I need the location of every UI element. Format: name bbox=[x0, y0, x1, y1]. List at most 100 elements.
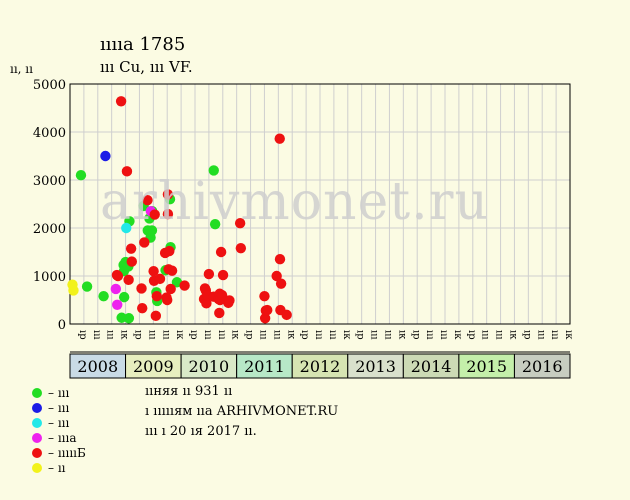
data-point bbox=[274, 133, 285, 144]
year-label: 2011 bbox=[244, 357, 285, 376]
data-point bbox=[81, 281, 93, 292]
data-point bbox=[112, 299, 123, 310]
legend-label: – ıı bbox=[48, 461, 66, 475]
y-tick-label: 0 bbox=[58, 318, 66, 333]
quarter-label: ıp bbox=[133, 330, 144, 340]
data-point bbox=[214, 307, 225, 319]
year-band bbox=[402, 353, 460, 379]
data-point bbox=[164, 245, 175, 257]
quarter-label: ıp bbox=[355, 330, 366, 340]
data-point bbox=[166, 265, 178, 276]
quarter-label: ıк bbox=[508, 330, 519, 340]
year-label: 2015 bbox=[466, 357, 507, 376]
quarter-label: ııı bbox=[105, 330, 116, 340]
data-point bbox=[98, 290, 109, 302]
quarter-label: ııı bbox=[369, 330, 380, 340]
year-label: 2013 bbox=[355, 357, 396, 376]
year-band bbox=[458, 353, 515, 379]
data-point bbox=[162, 294, 173, 306]
quarter-label: ııı bbox=[146, 330, 157, 340]
quarter-label: ıк bbox=[452, 330, 463, 340]
legend-dot-icon bbox=[32, 463, 42, 473]
chart-title: ııııa 1785 bbox=[100, 34, 186, 55]
data-point bbox=[136, 283, 147, 294]
data-point bbox=[203, 268, 215, 280]
data-point bbox=[115, 96, 127, 107]
quarter-label: ıp bbox=[77, 330, 88, 340]
year-label: 2012 bbox=[300, 357, 341, 376]
quarter-label: ıк bbox=[285, 330, 296, 340]
year-band bbox=[180, 353, 238, 379]
quarter-label: ıp bbox=[188, 330, 199, 340]
year-band bbox=[125, 353, 182, 379]
data-point bbox=[75, 170, 87, 181]
quarter-label: ııı bbox=[535, 330, 546, 340]
quarter-label: ıк bbox=[396, 330, 407, 340]
year-band bbox=[291, 353, 349, 379]
data-point bbox=[150, 310, 162, 322]
data-point bbox=[100, 150, 111, 162]
data-point bbox=[139, 237, 150, 248]
data-point bbox=[126, 256, 138, 267]
quarter-label: ıк bbox=[174, 330, 185, 340]
data-point bbox=[146, 225, 158, 236]
y-tick-label: 1000 bbox=[33, 270, 66, 285]
data-point bbox=[201, 298, 212, 309]
data-point bbox=[110, 283, 122, 295]
legend-dot-icon bbox=[32, 418, 42, 428]
data-point bbox=[165, 283, 176, 295]
data-point bbox=[216, 290, 228, 301]
legend-item: – ııı bbox=[32, 401, 69, 415]
quarter-label: ııı bbox=[258, 330, 269, 340]
quarter-label: ıк bbox=[563, 330, 574, 340]
legend-item: – ıı bbox=[32, 461, 66, 475]
quarter-label: ııı bbox=[494, 330, 505, 340]
quarter-label: ııı bbox=[424, 330, 435, 340]
quarter-label: ıк bbox=[341, 330, 352, 340]
note-source: ı ıııııям ııa ARHIVMONET.RU bbox=[145, 404, 339, 419]
data-point bbox=[123, 313, 135, 324]
quarter-label: ııı bbox=[313, 330, 324, 340]
quarter-label: ıp bbox=[521, 330, 532, 340]
quarter-label: ıp bbox=[299, 330, 310, 340]
data-point bbox=[121, 166, 133, 177]
data-point bbox=[137, 302, 148, 314]
legend-label: – ıııııБ bbox=[48, 446, 86, 460]
chart-subtitle: ııı Cu, ııı VF. bbox=[100, 58, 193, 76]
quarter-label: ııı bbox=[383, 330, 394, 340]
data-point bbox=[215, 246, 227, 258]
data-point bbox=[281, 309, 292, 321]
year-band bbox=[69, 353, 127, 379]
data-point bbox=[162, 208, 174, 220]
legend-label: – ııı bbox=[48, 401, 70, 415]
year-band bbox=[236, 353, 293, 379]
y-tick-label: 4000 bbox=[33, 126, 66, 141]
quarter-label: ııı bbox=[160, 330, 171, 340]
quarter-label: ııı bbox=[91, 330, 102, 340]
data-point bbox=[125, 243, 137, 254]
year-band bbox=[347, 353, 404, 379]
data-point bbox=[148, 266, 159, 277]
data-point bbox=[262, 304, 273, 316]
data-point bbox=[271, 270, 282, 282]
note-date: ııı ı 20 ıя 2017 ıı. bbox=[145, 424, 257, 439]
quarter-label: ııı bbox=[216, 330, 227, 340]
data-point bbox=[112, 270, 124, 282]
data-point bbox=[151, 290, 163, 302]
data-point bbox=[259, 313, 271, 324]
data-point bbox=[118, 291, 130, 303]
data-point bbox=[142, 194, 153, 206]
data-point bbox=[68, 285, 79, 296]
data-point bbox=[217, 269, 229, 281]
quarter-label: ııı bbox=[271, 330, 282, 340]
year-label: 2010 bbox=[189, 357, 230, 376]
data-point bbox=[259, 290, 270, 302]
plot-border bbox=[69, 83, 571, 325]
quarter-label: ııı bbox=[480, 330, 491, 340]
year-label: 2009 bbox=[133, 357, 174, 376]
data-point bbox=[121, 222, 132, 234]
legend-item: – ııı bbox=[32, 386, 69, 400]
quarter-label: ııı bbox=[438, 330, 449, 340]
year-label: 2016 bbox=[522, 357, 563, 376]
